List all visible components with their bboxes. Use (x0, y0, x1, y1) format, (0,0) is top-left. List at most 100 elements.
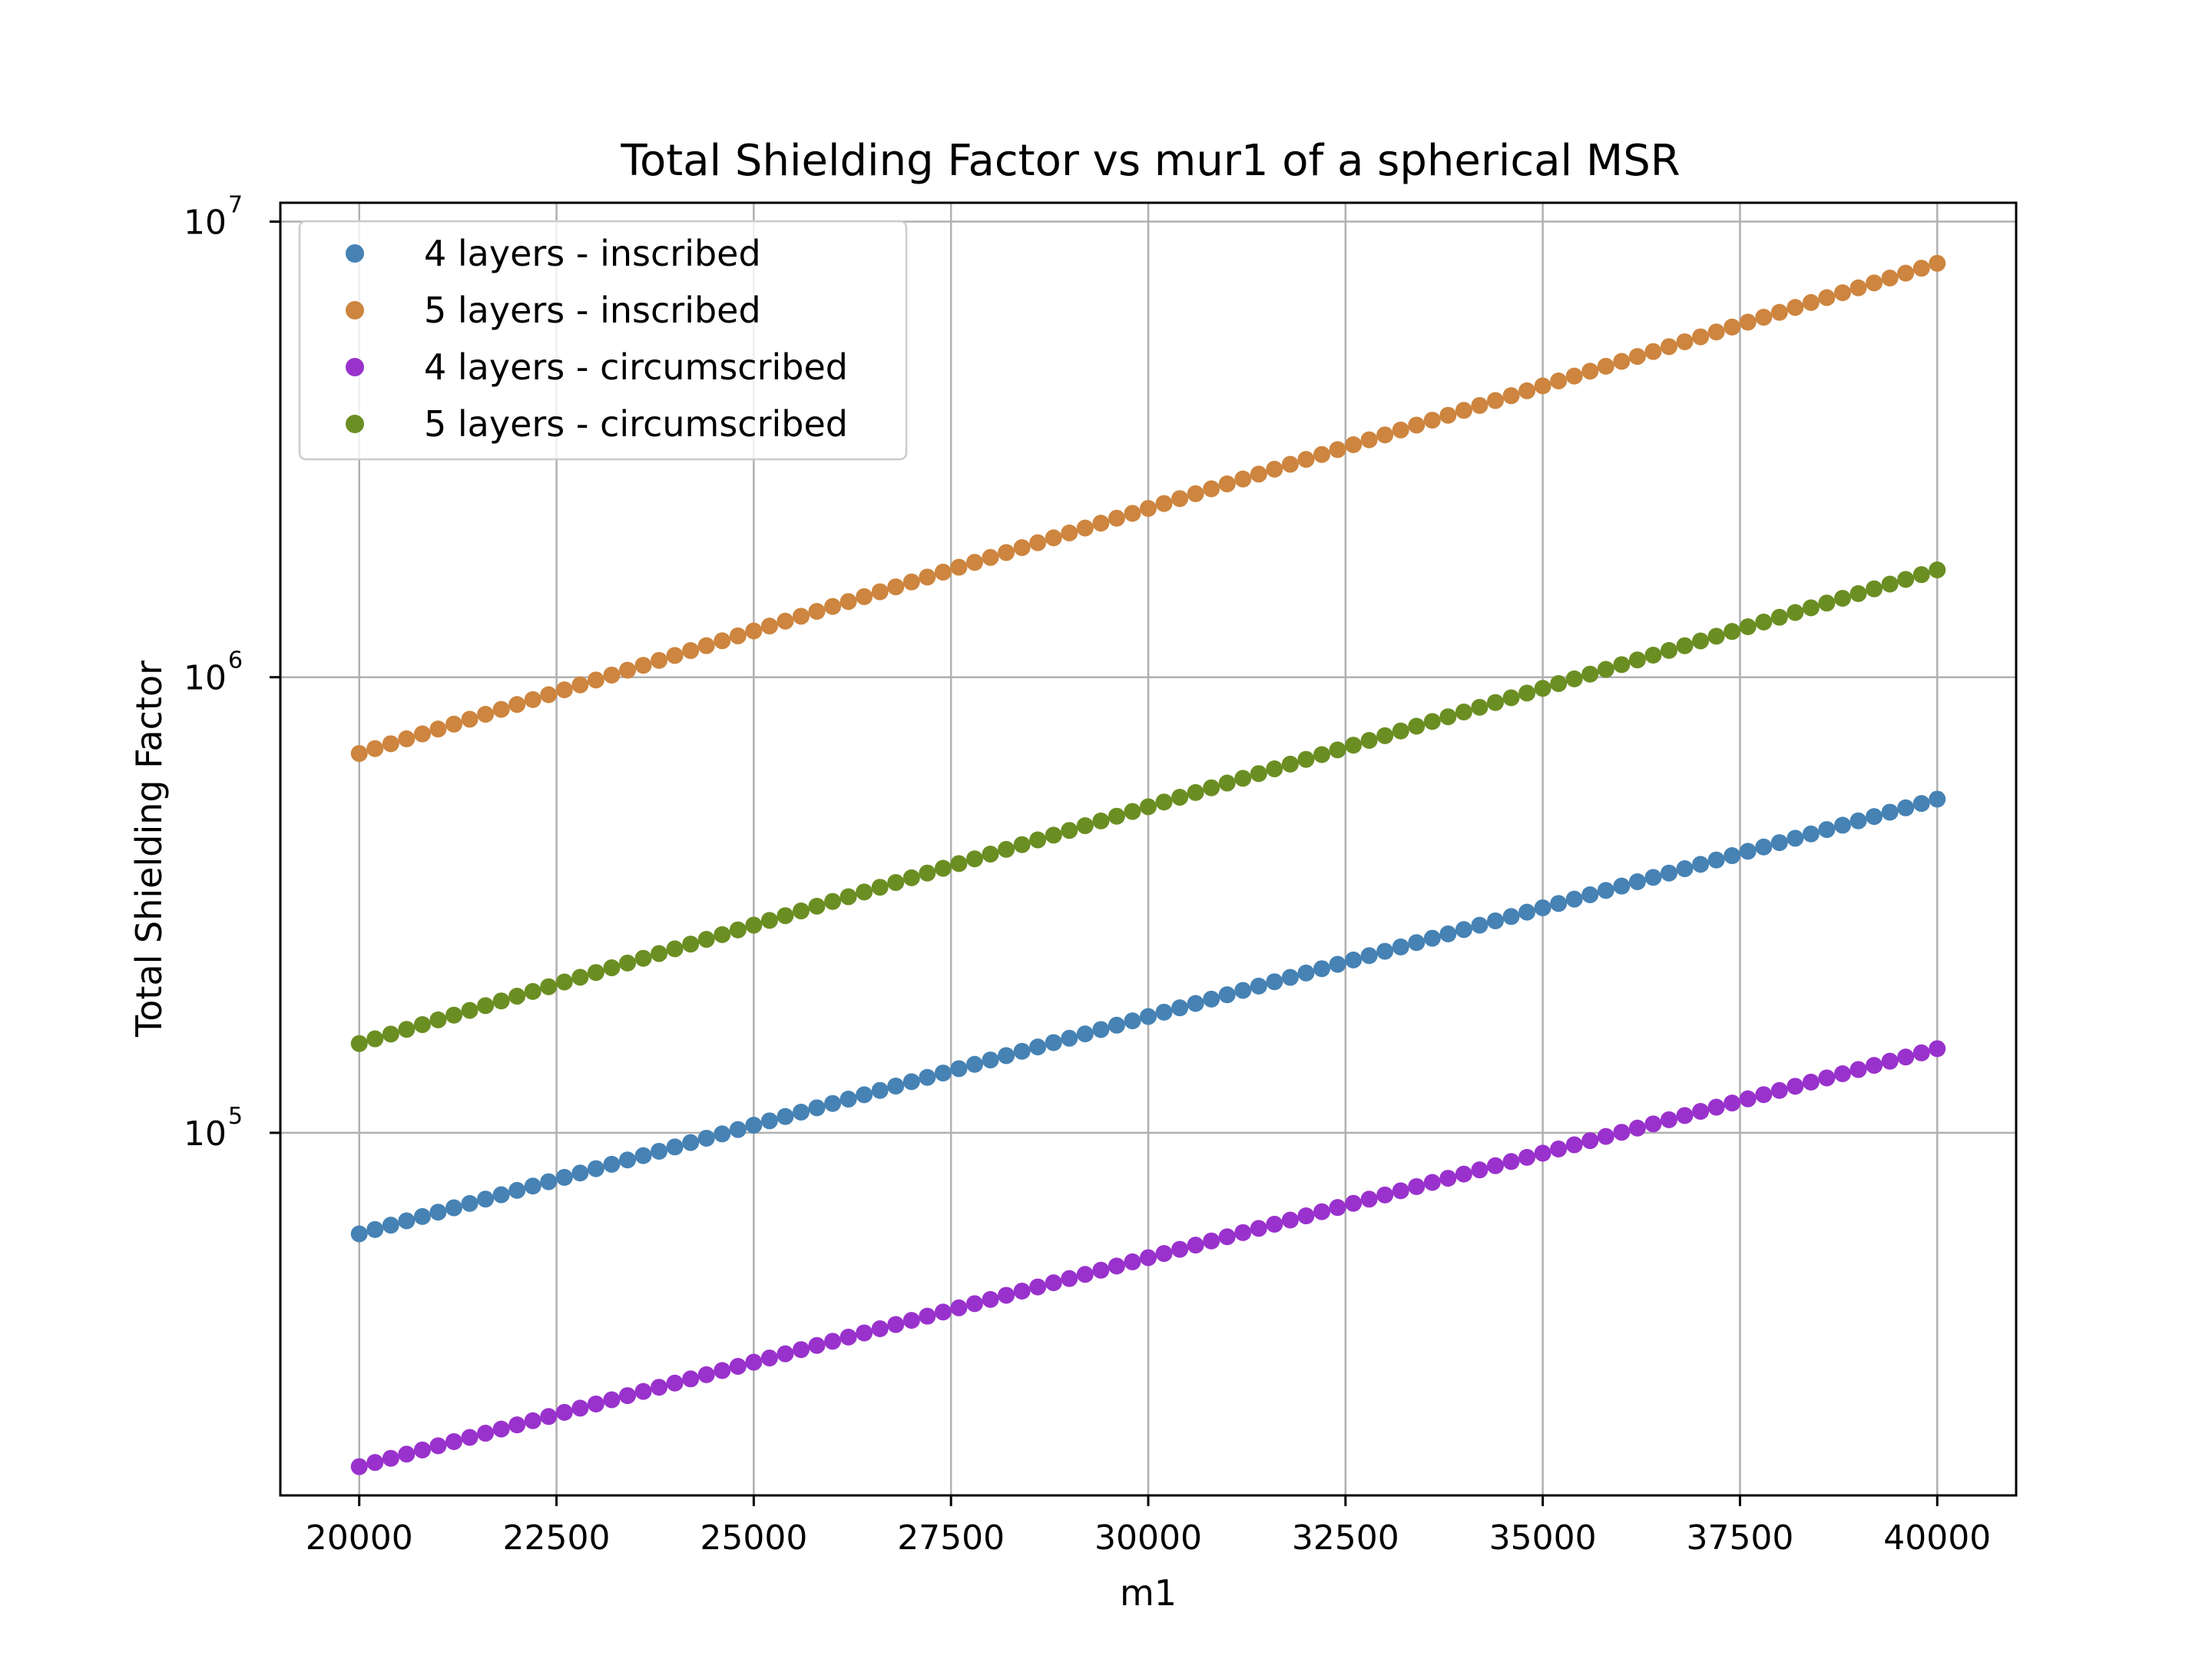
data-point (666, 647, 684, 664)
data-point (1818, 1069, 1836, 1087)
x-tick-label: 22500 (503, 1518, 611, 1558)
data-point (1392, 938, 1409, 955)
data-point (1045, 1034, 1062, 1051)
data-point (508, 1181, 526, 1199)
data-point (1329, 741, 1346, 759)
data-point (1329, 441, 1346, 459)
data-point (966, 1295, 983, 1313)
data-point (998, 1286, 1015, 1304)
data-point (540, 978, 558, 995)
data-point (1724, 1094, 1741, 1112)
data-point (1565, 890, 1583, 908)
data-point (1849, 1061, 1867, 1078)
x-tick-label: 35000 (1489, 1518, 1597, 1558)
data-point (350, 1458, 368, 1475)
data-point (729, 627, 747, 644)
data-point (461, 1194, 478, 1212)
data-point (429, 720, 447, 738)
data-point (1455, 921, 1472, 939)
data-point (1834, 590, 1851, 608)
data-point (603, 959, 621, 977)
data-point (1802, 599, 1820, 617)
data-point (1802, 293, 1820, 311)
data-point (1218, 986, 1236, 1004)
data-point (398, 1212, 416, 1230)
data-point (1250, 977, 1267, 995)
data-point (1408, 1177, 1426, 1195)
data-point (1092, 812, 1110, 830)
data-point (1408, 416, 1426, 434)
data-point (492, 1186, 510, 1204)
legend-label-4: 5 layers - circumscribed (424, 403, 848, 445)
data-point (982, 1290, 999, 1308)
data-point (1360, 1190, 1378, 1208)
data-point (1661, 641, 1677, 659)
data-point (1518, 903, 1536, 921)
data-point (808, 1336, 826, 1354)
data-point (902, 1073, 920, 1091)
data-point (1676, 637, 1694, 654)
data-point (887, 1316, 905, 1333)
data-point (745, 1116, 763, 1134)
data-point (619, 1151, 636, 1169)
data-point (934, 859, 952, 877)
data-point (839, 1328, 857, 1346)
data-point (982, 548, 999, 566)
data-point (1187, 1237, 1204, 1254)
data-point (871, 1320, 889, 1337)
y-tick-label: 10 (184, 659, 227, 698)
x-tick-label: 27500 (897, 1518, 1005, 1558)
data-point (1534, 1144, 1551, 1162)
data-point (1329, 1199, 1346, 1217)
data-point (950, 855, 968, 873)
data-point (1408, 934, 1426, 952)
data-point (1897, 571, 1915, 588)
data-point (1724, 318, 1741, 336)
data-point (871, 583, 889, 601)
data-point (1502, 387, 1520, 405)
data-point (856, 883, 873, 901)
data-point (777, 907, 794, 925)
data-point (1770, 608, 1788, 626)
data-point (571, 676, 589, 694)
data-point (1881, 1052, 1899, 1070)
data-point (1297, 1207, 1315, 1225)
x-axis-label: m1 (1120, 1572, 1177, 1614)
chart-title: Total Shielding Factor vs mur1 of a sphe… (620, 136, 1680, 186)
data-point (398, 1445, 416, 1463)
data-point (1786, 1078, 1804, 1095)
data-point (1140, 1008, 1157, 1025)
data-point (1550, 675, 1568, 693)
data-point (902, 869, 920, 886)
data-point (1266, 1215, 1283, 1233)
legend: 4 layers - inscribed 5 layers - inscribe… (298, 220, 908, 461)
data-point (1061, 822, 1078, 839)
data-point (934, 563, 952, 581)
data-point (429, 1011, 447, 1028)
data-point (729, 1357, 747, 1375)
data-point (1739, 1090, 1757, 1108)
data-point (1029, 534, 1047, 551)
data-point (1770, 1081, 1788, 1099)
data-point (1849, 584, 1867, 602)
data-point (1897, 799, 1915, 816)
data-point (1502, 1153, 1520, 1171)
data-point (555, 1168, 573, 1186)
data-point (1929, 254, 1946, 272)
data-point (1108, 509, 1125, 527)
data-point (1376, 727, 1394, 744)
data-point (1518, 1148, 1536, 1166)
data-point (1786, 830, 1804, 847)
data-point (887, 874, 905, 892)
data-point (366, 1454, 384, 1472)
data-point (413, 1207, 431, 1225)
data-point (714, 1362, 731, 1379)
y-tick-exponent: 6 (228, 647, 243, 674)
data-point (1171, 490, 1189, 508)
data-point (634, 657, 652, 674)
data-point (1661, 864, 1677, 882)
x-axis-ticks: 20000 22500 25000 27500 30000 32500 35000 37500… (306, 1495, 1991, 1558)
data-point (1755, 1086, 1773, 1104)
data-point (1834, 816, 1851, 834)
